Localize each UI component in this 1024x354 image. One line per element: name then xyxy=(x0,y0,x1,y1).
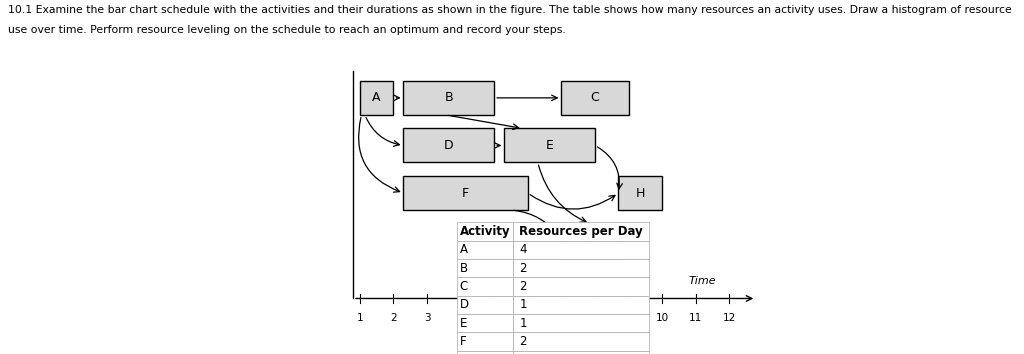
Text: 7: 7 xyxy=(558,313,564,324)
Text: 2: 2 xyxy=(390,313,396,324)
FancyBboxPatch shape xyxy=(403,129,495,162)
Text: C: C xyxy=(591,91,599,104)
Text: 6: 6 xyxy=(524,313,531,324)
Text: 5: 5 xyxy=(490,313,498,324)
Text: 8: 8 xyxy=(592,313,598,324)
Text: Time: Time xyxy=(688,276,716,286)
Text: B: B xyxy=(444,91,454,104)
Text: 12: 12 xyxy=(723,313,736,324)
Text: use over time. Perform resource leveling on the schedule to reach an optimum and: use over time. Perform resource leveling… xyxy=(8,25,566,35)
FancyBboxPatch shape xyxy=(403,176,527,210)
FancyBboxPatch shape xyxy=(403,81,495,115)
Text: D: D xyxy=(444,139,454,152)
FancyBboxPatch shape xyxy=(561,224,618,258)
Text: 11: 11 xyxy=(689,313,702,324)
FancyBboxPatch shape xyxy=(359,81,393,115)
FancyBboxPatch shape xyxy=(561,81,629,115)
Text: A: A xyxy=(373,91,381,104)
Text: 9: 9 xyxy=(626,313,632,324)
Text: H: H xyxy=(636,187,645,200)
Text: E: E xyxy=(546,139,554,152)
Text: 3: 3 xyxy=(424,313,430,324)
Text: 10.1 Examine the bar chart schedule with the activities and their durations as s: 10.1 Examine the bar chart schedule with… xyxy=(8,5,1012,15)
Text: 10: 10 xyxy=(655,313,669,324)
FancyBboxPatch shape xyxy=(504,129,595,162)
FancyBboxPatch shape xyxy=(618,176,663,210)
Text: 1: 1 xyxy=(356,313,364,324)
Text: G: G xyxy=(585,234,595,247)
Text: F: F xyxy=(462,187,469,200)
Text: 4: 4 xyxy=(458,313,464,324)
